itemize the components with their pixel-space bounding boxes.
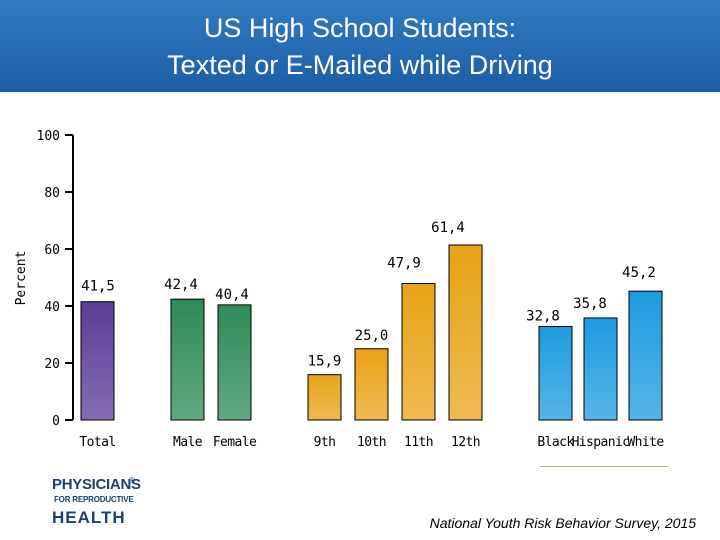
logo-registered-mark: ® xyxy=(129,476,135,485)
y-tick-label: 80 xyxy=(44,186,60,201)
logo-text-physicians: PHYSICIANS xyxy=(52,476,141,493)
data-label: 47,9 xyxy=(387,255,421,271)
y-tick-label: 100 xyxy=(37,129,60,144)
y-tick-label: 0 xyxy=(52,414,60,429)
category-label: Total xyxy=(79,435,115,450)
category-label: 9th xyxy=(314,435,336,450)
data-label: 41,5 xyxy=(81,279,115,295)
data-label: 32,8 xyxy=(526,309,560,325)
category-label: White xyxy=(627,435,664,450)
category-label: 12th xyxy=(451,435,480,450)
chart-title: US High School Students: Texted or E-Mai… xyxy=(0,10,720,84)
title-banner xyxy=(0,0,720,92)
logo-text-health: HEALTH xyxy=(52,508,126,527)
physicians-logo: PHYSICIANS ® FOR REPRODUCTIVE HEALTH xyxy=(52,476,182,528)
source-note: National Youth Risk Behavior Survey, 201… xyxy=(429,515,696,531)
bar-black xyxy=(538,326,573,421)
data-label: 15,9 xyxy=(308,354,342,370)
category-label: Hispanic xyxy=(572,435,630,450)
y-tick-label: 20 xyxy=(44,357,60,372)
category-label: Male xyxy=(173,435,203,450)
category-label: 11th xyxy=(404,435,433,450)
data-label: 25,0 xyxy=(355,328,389,344)
separator-line xyxy=(540,466,668,467)
logo-text-reproductive: FOR REPRODUCTIVE xyxy=(54,495,134,504)
title-line-1: US High School Students: xyxy=(203,13,517,43)
data-label: 35,8 xyxy=(573,296,607,312)
data-label: 45,2 xyxy=(622,265,656,281)
bar-9th xyxy=(307,374,342,421)
bar-hispanic xyxy=(583,317,618,421)
category-label: Female xyxy=(213,435,257,450)
category-label: Black xyxy=(537,435,574,450)
bar-female xyxy=(217,304,252,421)
bar-11th xyxy=(401,282,436,421)
category-label: 10th xyxy=(357,435,386,450)
data-label: 61,4 xyxy=(431,220,465,236)
bar-10th xyxy=(354,348,389,421)
bar-male xyxy=(170,298,205,421)
bar-white xyxy=(628,290,663,421)
bar-total xyxy=(80,301,115,421)
bar-12th xyxy=(448,244,483,421)
y-tick-label: 40 xyxy=(44,300,60,315)
data-label: 42,4 xyxy=(164,277,198,293)
y-tick-label: 60 xyxy=(44,243,60,258)
title-line-2: Texted or E-Mailed while Driving xyxy=(167,50,553,80)
y-axis-label: Percent xyxy=(14,251,29,306)
data-label: 40,4 xyxy=(215,287,249,303)
